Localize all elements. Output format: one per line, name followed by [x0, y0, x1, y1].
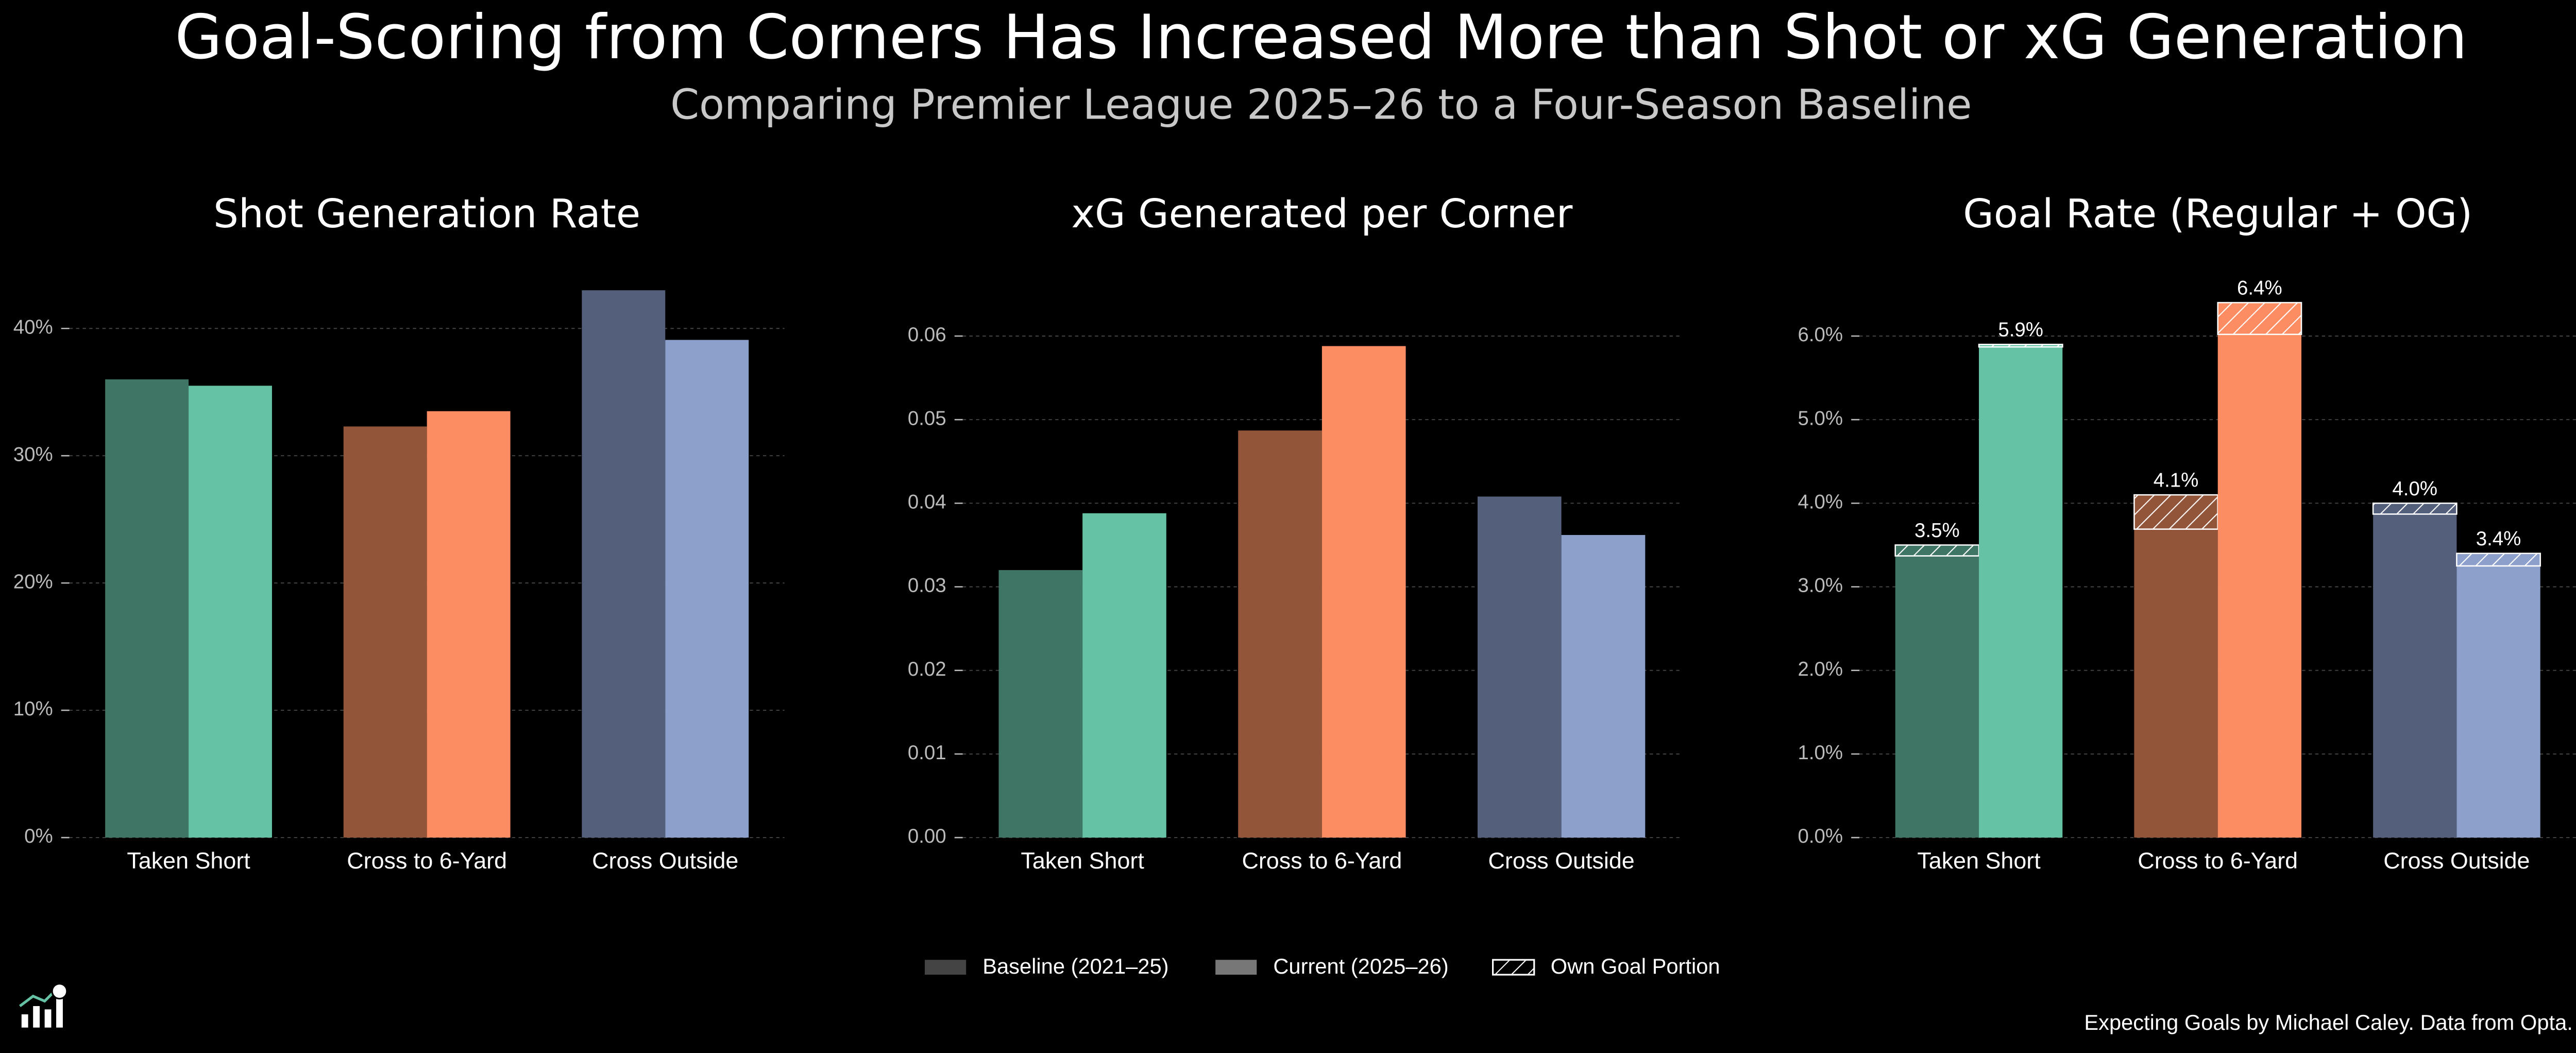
value-label: 5.9% — [1998, 319, 2043, 341]
bar — [998, 570, 1083, 838]
y-tick-label: 0.02 — [908, 658, 946, 680]
own-goal-hatch — [2372, 503, 2458, 515]
y-tick-label: 0.00 — [908, 825, 946, 847]
panel-title: Goal Rate (Regular + OG) — [1963, 191, 2472, 237]
bar — [1082, 513, 1166, 838]
own-goal-hatch — [1978, 343, 2063, 348]
legend-label: Baseline (2021–25) — [982, 954, 1168, 978]
x-tick-label: Cross Outside — [592, 847, 738, 874]
y-tick-label: 5.0% — [1798, 407, 1843, 429]
panel-title: Shot Generation Rate — [213, 191, 640, 237]
y-tick-label: 20% — [13, 571, 53, 593]
bar — [343, 426, 427, 838]
x-tick-label: Cross to 6-Yard — [347, 847, 507, 874]
y-tick-label: 6.0% — [1798, 324, 1843, 346]
y-tick-label: 0% — [24, 825, 53, 847]
bar — [1895, 556, 1979, 838]
bar — [1477, 496, 1562, 838]
bar — [189, 386, 272, 838]
legend-swatch — [1215, 960, 1257, 975]
legend-hatch — [1492, 959, 1535, 976]
own-goal-hatch — [2217, 302, 2302, 336]
y-tick-label: 1.0% — [1798, 742, 1843, 764]
bar — [2373, 514, 2457, 838]
value-label: 6.4% — [2237, 277, 2282, 299]
panel-title: xG Generated per Corner — [1071, 191, 1572, 237]
footer: Expecting Goals by Michael Caley. Data f… — [2084, 1010, 2572, 1034]
bar — [1238, 430, 1322, 838]
page-title: Goal-Scoring from Corners Has Increased … — [175, 2, 2467, 73]
bar — [1321, 346, 1406, 838]
y-tick-label: 0.06 — [908, 324, 946, 346]
bar — [2456, 565, 2540, 838]
legend-label: Current (2025–26) — [1273, 954, 1448, 978]
bar — [582, 290, 666, 838]
y-tick-label: 40% — [13, 316, 53, 338]
x-tick-label: Cross to 6-Yard — [2138, 847, 2298, 874]
y-tick-label: 0.01 — [908, 742, 946, 764]
y-tick-label: 0.05 — [908, 407, 946, 429]
bar — [427, 411, 511, 838]
value-label: 4.1% — [2154, 470, 2199, 492]
page-subtitle: Comparing Premier League 2025–26 to a Fo… — [670, 80, 1972, 128]
value-label: 4.0% — [2392, 478, 2437, 500]
bar — [105, 379, 189, 838]
logo — [19, 983, 68, 1028]
y-tick-label: 30% — [13, 443, 53, 465]
bar — [1979, 347, 2063, 838]
legend-swatch — [925, 960, 967, 975]
own-goal-hatch — [2456, 553, 2541, 567]
y-tick-label: 3.0% — [1798, 575, 1843, 597]
y-tick-label: 0.0% — [1798, 825, 1843, 847]
legend-label: Own Goal Portion — [1551, 954, 1720, 978]
value-label: 3.4% — [2476, 528, 2521, 550]
y-tick-label: 0.03 — [908, 575, 946, 597]
x-tick-label: Cross Outside — [2383, 847, 2530, 874]
bar — [2217, 334, 2302, 838]
y-tick-label: 4.0% — [1798, 491, 1843, 513]
x-tick-label: Taken Short — [1021, 847, 1144, 874]
x-tick-label: Taken Short — [127, 847, 250, 874]
bar — [665, 340, 749, 838]
bar — [1561, 534, 1646, 838]
y-tick-label: 2.0% — [1798, 658, 1843, 680]
value-label: 3.5% — [1914, 520, 1960, 542]
x-tick-label: Cross Outside — [1488, 847, 1635, 874]
x-tick-label: Taken Short — [1917, 847, 2041, 874]
bar — [2134, 529, 2218, 838]
y-tick-label: 10% — [13, 698, 53, 720]
own-goal-hatch — [1894, 544, 1980, 557]
own-goal-hatch — [2133, 494, 2218, 530]
x-tick-label: Cross to 6-Yard — [1242, 847, 1402, 874]
y-tick-label: 0.04 — [908, 491, 946, 513]
